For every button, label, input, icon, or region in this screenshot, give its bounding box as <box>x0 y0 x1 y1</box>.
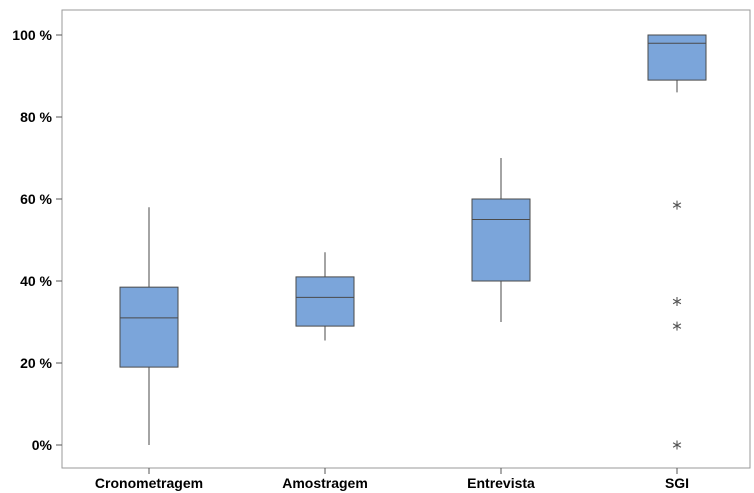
x-tick-label: Amostragem <box>282 475 368 491</box>
y-axis: 0% 20 % 40 % 60 % 80 % 100 % <box>12 27 62 453</box>
x-tick-label: Entrevista <box>467 475 535 491</box>
y-tick-label: 60 % <box>20 191 52 207</box>
y-tick-label: 80 % <box>20 109 52 125</box>
x-tick-label: SGI <box>665 475 689 491</box>
y-tick-label: 0% <box>32 437 53 453</box>
box-iqr <box>119 286 179 368</box>
plot-frame <box>61 9 751 469</box>
box-group-amostragem <box>295 252 355 341</box>
box-group-cronometragem <box>119 207 179 445</box>
box-iqr <box>295 276 355 327</box>
box-group-sgi <box>647 34 707 450</box>
y-tick-label: 20 % <box>20 355 52 371</box>
outlier-marker <box>672 297 682 306</box>
box-group-entrevista <box>471 158 531 322</box>
boxes <box>119 34 707 450</box>
y-tick-label: 100 % <box>12 27 52 43</box>
x-axis: Cronometragem Amostragem Entrevista SGI <box>95 468 689 491</box>
y-tick-label: 40 % <box>20 273 52 289</box>
box-iqr <box>471 198 531 282</box>
box-iqr <box>647 34 707 81</box>
outlier-marker <box>672 200 682 210</box>
outlier-marker <box>672 321 682 331</box>
x-tick-label: Cronometragem <box>95 475 203 491</box>
outlier-marker <box>672 440 682 450</box>
